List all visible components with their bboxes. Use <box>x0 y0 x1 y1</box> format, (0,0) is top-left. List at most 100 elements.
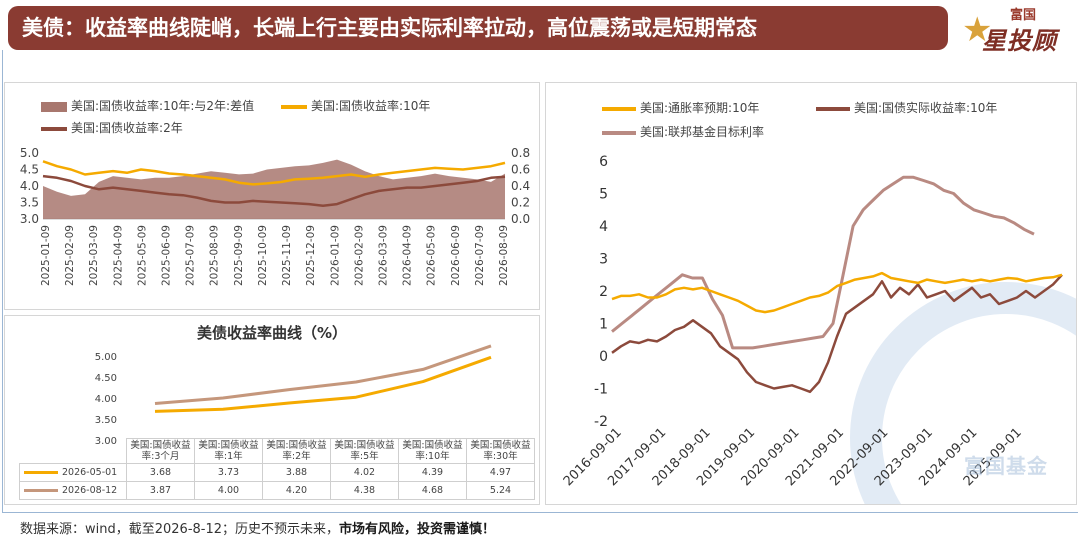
legend-label-spread: 美国:国债收益率:10年:与2年:差值 <box>71 99 255 113</box>
table-header: 美国:国债收益率:10年 <box>398 438 467 464</box>
legend-label-2y: 美国:国债收益率:2年 <box>71 121 183 135</box>
table-header: 美国:国债收益率:2年 <box>262 438 331 464</box>
table-cell: 3.73 <box>194 463 263 482</box>
chart-title: 美债收益率曲线（%） <box>196 324 348 342</box>
table-header: 美国:国债收益率:3个月 <box>126 438 195 464</box>
yield-curve-panel: 美债收益率曲线（%） 5.00 4.50 4.00 3.50 3.00 美国:国债收益率… <box>4 315 540 505</box>
page-title: 美债：收益率曲线陡峭，长端上行主要由实际利率拉动，高位震荡或是短期常态 <box>8 6 948 50</box>
x-tick-label: 2025-02-09 <box>64 225 76 286</box>
yield-curve-may-line <box>154 355 492 413</box>
x-tick-label: 2025-10-09 <box>257 225 269 286</box>
x-tick-label: 2026-04-09 <box>402 225 414 286</box>
table-header: 美国:国债收益率:1年 <box>194 438 263 464</box>
table-cell: 4.38 <box>330 481 399 500</box>
footer-note: 数据来源：wind，截至2026-8-12；历史不预示未来，市场有风险，投资需谨… <box>20 518 495 537</box>
y-tick-label: 4.50 <box>95 373 117 384</box>
legend-item-real-yield: 美国:国债实际收益率:10年 <box>816 99 997 116</box>
yield-curve-aug-line <box>154 344 492 405</box>
y-tick-label-right: 0.8 <box>511 146 530 160</box>
inflation-expectation-10y-line <box>611 271 1063 314</box>
y-tick-label: -2 <box>594 414 608 430</box>
table-header: 美国:国债收益率:30年 <box>466 438 535 464</box>
y-tick-label: 5 <box>599 187 608 203</box>
table-header: 美国:国债收益率:5年 <box>330 438 399 464</box>
real-yield-chart: 6543210-1-22016-09-012017-09-012018-09-0… <box>561 154 1063 489</box>
watermark-logo <box>850 282 1076 504</box>
frame-line-bottom <box>2 512 1078 513</box>
y-tick-label: 4 <box>599 219 608 235</box>
y-tick-label-left: 4.5 <box>20 163 39 177</box>
table-header-row: 美国:国债收益率:3个月 美国:国债收益率:1年 美国:国债收益率:2年 美国:… <box>20 438 535 464</box>
x-tick-label: 2025-08-09 <box>209 225 221 286</box>
legend-item-2y: 美国:国债收益率:2年 <box>41 119 183 136</box>
y-tick-label: 6 <box>599 154 608 170</box>
yield-curve-table: 美国:国债收益率:3个月 美国:国债收益率:1年 美国:国债收益率:2年 美国:… <box>19 438 535 500</box>
y-tick-label: 3.50 <box>95 415 117 426</box>
table-cell: 3.68 <box>126 463 195 482</box>
y-tick-label: 0 <box>599 349 608 365</box>
watermark-ring <box>850 282 1076 504</box>
table-row: 2026-05-01 3.68 3.73 3.88 4.02 4.39 4.97 <box>19 463 535 482</box>
table-corner <box>20 439 127 464</box>
brand-name: 星投顾 <box>982 27 1057 55</box>
legend-item-10y: 美国:国债收益率:10年 <box>281 97 430 114</box>
table-row-label: 2026-05-01 <box>19 463 127 482</box>
legend-label-real-yield: 美国:国债实际收益率:10年 <box>854 101 998 115</box>
y-tick-label-right: 0.2 <box>511 196 530 210</box>
brand-logo: ★ 富国 星投顾 <box>960 4 1075 56</box>
x-tick-label: 2025-06-09 <box>161 225 173 286</box>
spread-area <box>43 159 505 219</box>
legend-swatch-spread <box>41 101 67 112</box>
x-tick-label: 2025-01-09 <box>40 225 52 286</box>
yield-10y-line <box>42 160 506 186</box>
table-cell: 4.68 <box>398 481 467 500</box>
y-tick-label-right: 0.6 <box>511 163 530 177</box>
real-yield-10y-line <box>611 273 1063 394</box>
y-tick-label: 1 <box>599 317 608 333</box>
x-tick-label: 2026-02-09 <box>353 225 365 286</box>
series-name-may: 2026-05-01 <box>62 467 118 478</box>
footer-source: 数据来源：wind，截至2026-8-12；历史不预示未来， <box>20 522 340 537</box>
y-tick-label-right: 0.0 <box>511 212 530 226</box>
table-cell: 3.87 <box>126 481 195 500</box>
x-tick-label: 2026-03-09 <box>377 225 389 286</box>
table-cell: 4.00 <box>194 481 263 500</box>
y-tick-label: 3 <box>599 252 608 268</box>
y-tick-label: -1 <box>594 382 608 398</box>
legend-swatch-10y <box>281 104 307 109</box>
legend-label-fed-rate: 美国:联邦基金目标利率 <box>640 125 765 139</box>
x-tick-label: 2025-04-09 <box>112 225 124 286</box>
legend-swatch-inflation <box>602 106 636 111</box>
yield-curve-chart: 5.00 4.50 4.00 3.50 3.00 <box>95 344 492 446</box>
table-cell: 4.02 <box>330 463 399 482</box>
watermark-text: 富国基金 <box>964 454 1048 478</box>
star-icon: ★ <box>962 10 993 50</box>
legend-item-inflation: 美国:通胀率预期:10年 <box>602 99 759 116</box>
y-tick-label: 2 <box>599 284 608 300</box>
brand-small-text: 富国 <box>1010 8 1037 23</box>
legend-swatch-2y <box>41 126 67 131</box>
series-swatch-aug <box>24 489 58 492</box>
yield-spread-chart-panel: 美国:国债收益率:10年:与2年:差值 美国:国债收益率:10年 美国:国债收益… <box>4 82 540 310</box>
x-tick-label: 2025-11-09 <box>281 225 293 286</box>
footer-warning: 市场有风险，投资需谨慎！ <box>339 522 496 537</box>
series-swatch-may <box>24 471 58 474</box>
table-cell: 4.20 <box>262 481 331 500</box>
y-tick-label: 5.00 <box>95 352 117 363</box>
y-tick-label-left: 3.5 <box>20 196 39 210</box>
real-yield-chart-panel: 美国:通胀率预期:10年 美国:国债实际收益率:10年 美国:联邦基金目标利率 … <box>545 82 1077 505</box>
y-tick-label: 3.00 <box>95 436 117 446</box>
x-tick-label: 2026-01-09 <box>329 225 341 286</box>
table-cell: 4.39 <box>398 463 467 482</box>
x-tick-label: 2025-07-09 <box>185 225 197 286</box>
y-tick-label: 4.00 <box>95 394 117 405</box>
x-tick-label: 2025-09-09 <box>233 225 245 286</box>
table-row-label: 2026-08-12 <box>19 481 127 500</box>
legend-item-spread: 美国:国债收益率:10年:与2年:差值 <box>41 97 254 114</box>
y-tick-label-right: 0.4 <box>511 179 530 193</box>
legend-swatch-real-yield <box>816 106 850 111</box>
y-tick-label-left: 3.0 <box>20 212 39 226</box>
series-name-aug: 2026-08-12 <box>62 485 118 496</box>
x-tick-label: 2026-06-09 <box>450 225 462 286</box>
legend-swatch-fed-rate <box>602 130 636 135</box>
